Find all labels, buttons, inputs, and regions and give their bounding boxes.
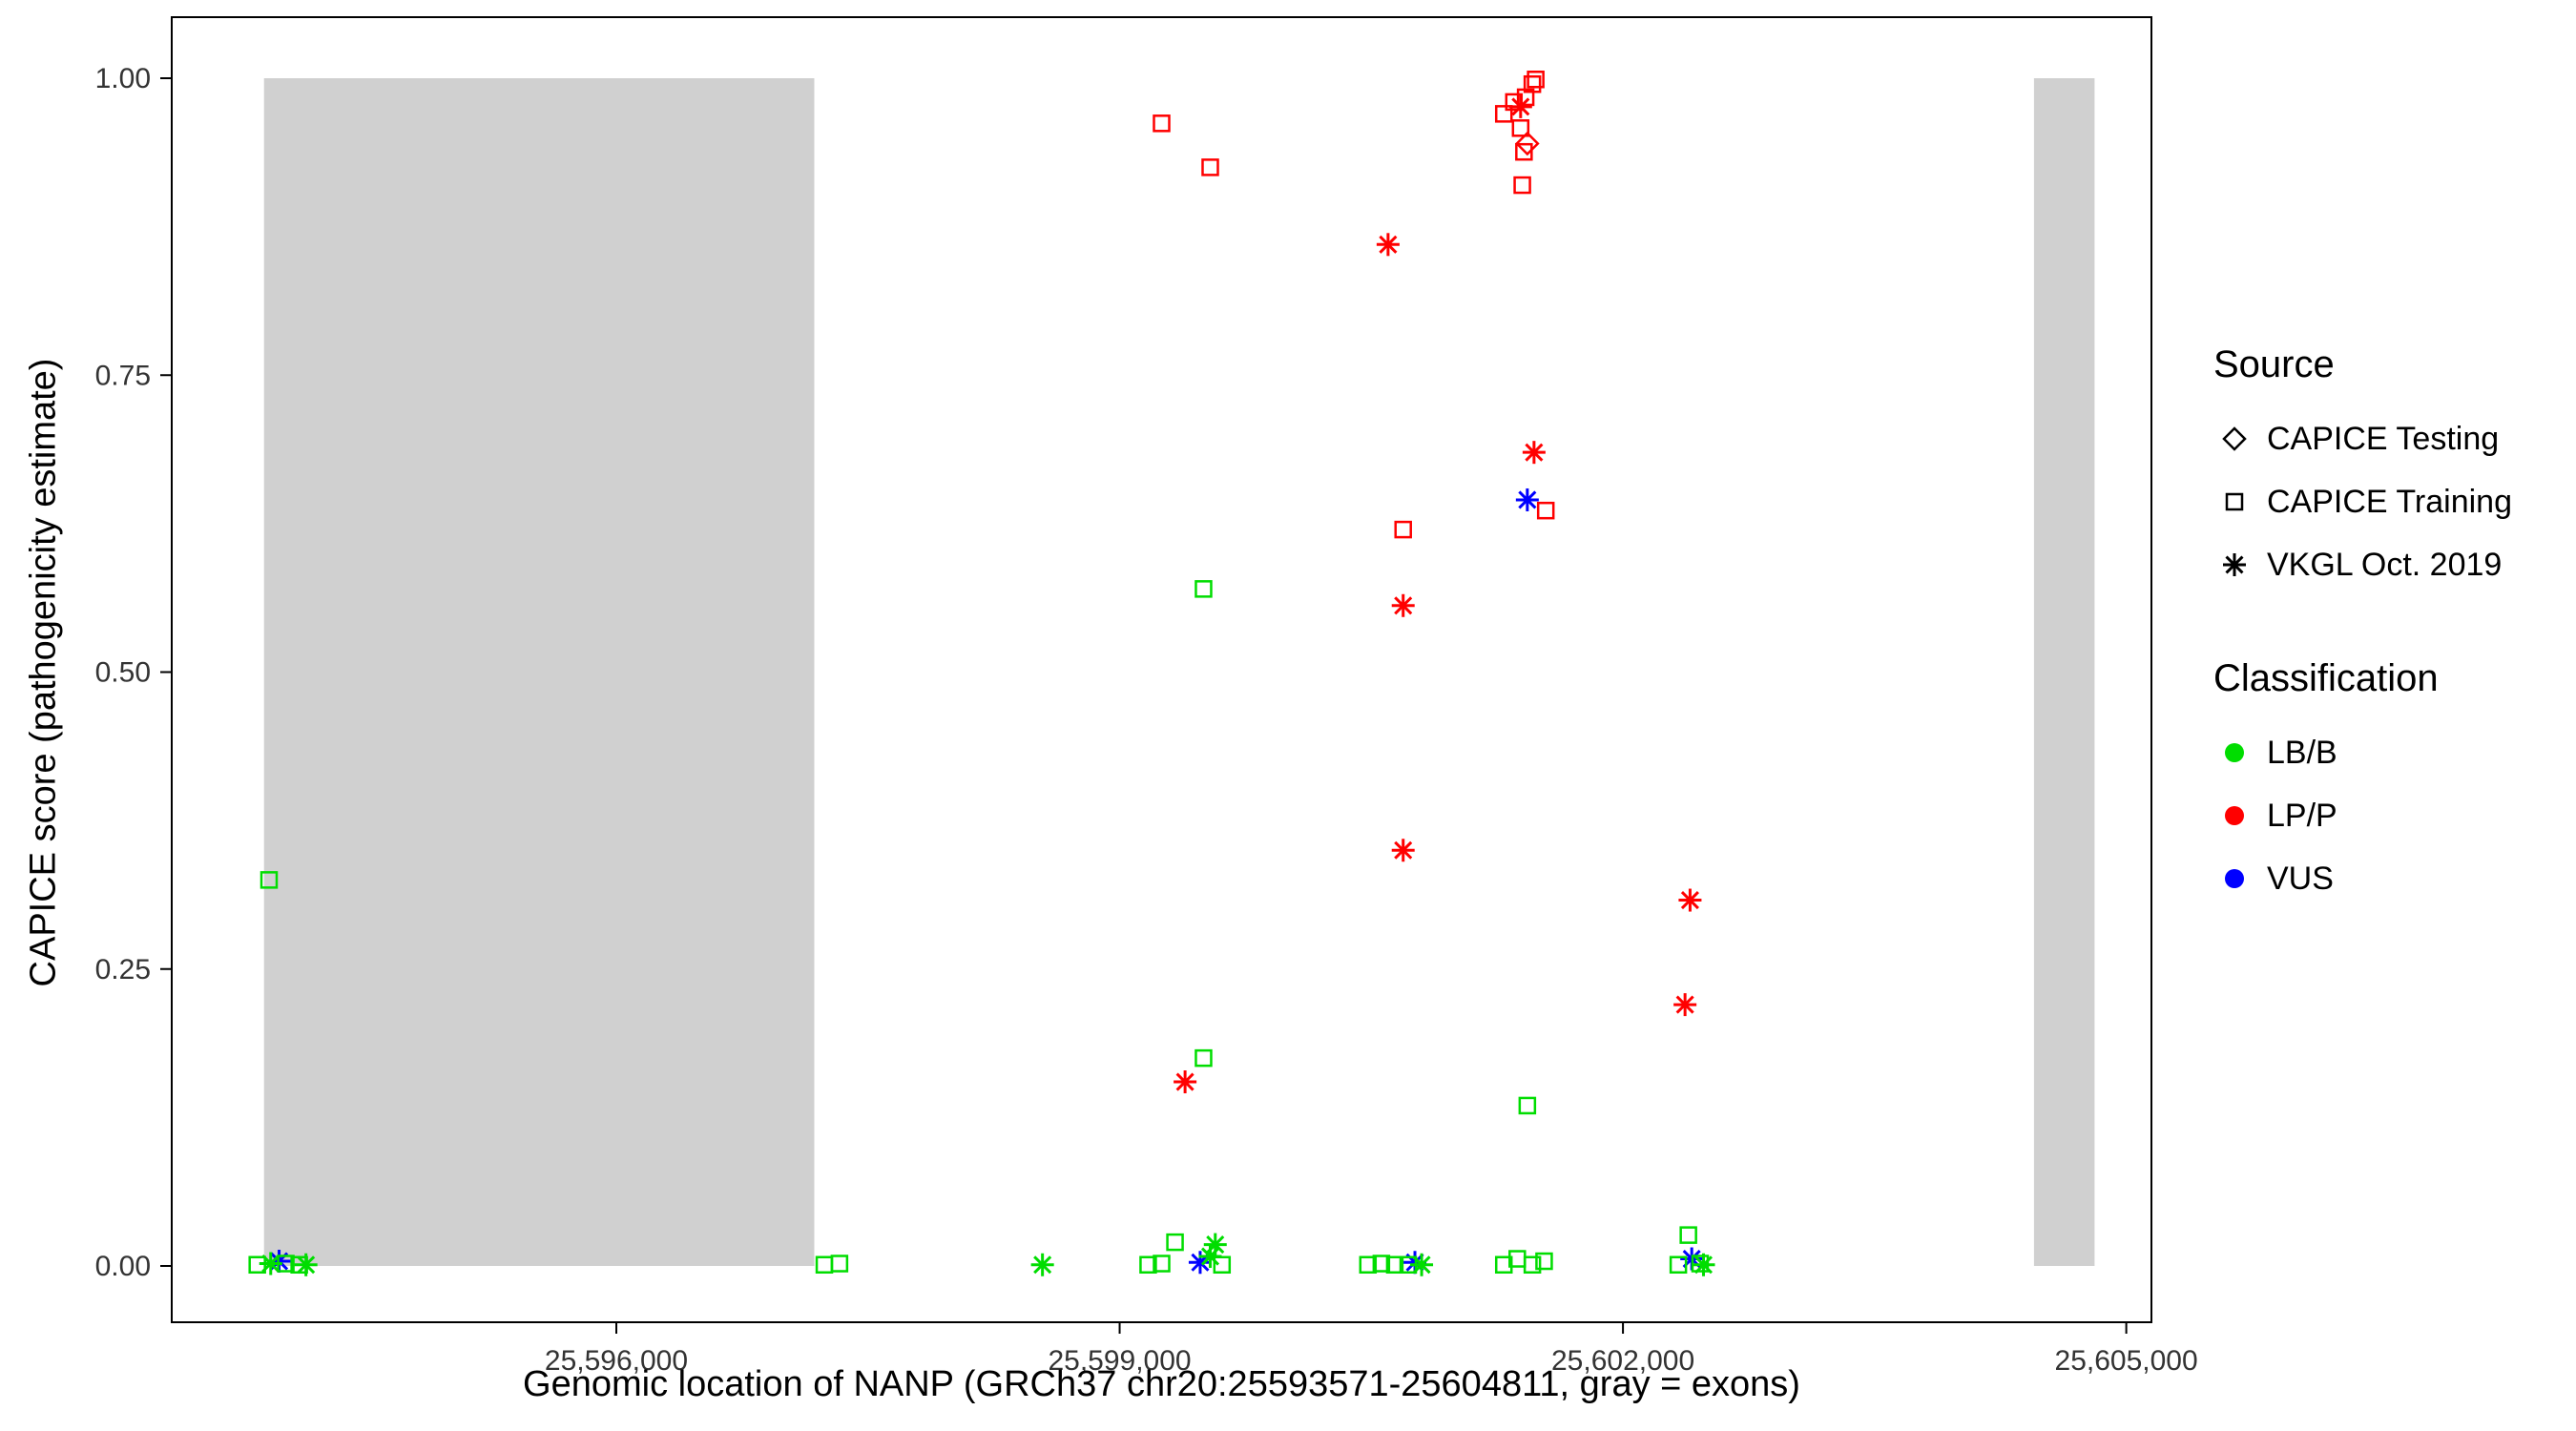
data-point: [1139, 1255, 1157, 1275]
legend-classification-group: Classification LB/B LP/P VUS: [2213, 657, 2512, 910]
data-point: [1174, 1070, 1197, 1094]
exon-region: [263, 78, 815, 1266]
data-point: [1669, 1255, 1688, 1275]
dot-icon: [2225, 743, 2244, 762]
dot-icon: [2225, 806, 2244, 825]
data-point: [1673, 993, 1697, 1017]
data-point: [1536, 501, 1555, 520]
x-tick-label: 25,602,000: [1551, 1345, 1694, 1377]
panel-border: [171, 16, 2152, 1323]
data-point: [815, 1255, 834, 1275]
y-tick-label: 0.25: [95, 954, 151, 985]
data-point: [1385, 1255, 1404, 1275]
legend-item-label: CAPICE Training: [2267, 483, 2512, 520]
data-point: [1494, 105, 1513, 123]
legend-item-label: LP/P: [2267, 797, 2337, 834]
dot-icon: [2225, 869, 2244, 888]
legend-item: LP/P: [2213, 784, 2512, 847]
legend-classification-title: Classification: [2213, 657, 2439, 699]
data-point: [1394, 520, 1412, 539]
y-axis-title: CAPICE score (pathogenicity estimate): [23, 358, 64, 987]
data-point: [1372, 1255, 1391, 1273]
legend-item: LB/B: [2213, 721, 2512, 784]
data-point: [1513, 176, 1531, 195]
square-icon: [2225, 492, 2244, 511]
legend-item-label: CAPICE Testing: [2267, 420, 2500, 457]
data-point: [1213, 1255, 1232, 1275]
data-point: [1376, 233, 1400, 257]
data-point: [1678, 888, 1702, 912]
legend-item-label: VUS: [2267, 860, 2334, 897]
y-tick-label: 0.50: [95, 657, 151, 689]
data-point: [1195, 580, 1213, 598]
data-point: [1515, 487, 1539, 511]
data-point: [260, 871, 279, 889]
data-point: [830, 1255, 849, 1273]
data-point: [1518, 1096, 1537, 1115]
y-tick-label: 0.75: [95, 360, 151, 391]
data-point: [1523, 74, 1542, 93]
data-point: [1515, 142, 1533, 161]
data-point: [1527, 70, 1545, 89]
data-point: [1522, 441, 1546, 465]
y-tick-label: 1.00: [95, 63, 151, 94]
data-point: [1153, 1255, 1171, 1273]
data-point: [1359, 1255, 1378, 1275]
data-point: [1523, 1255, 1542, 1275]
data-point: [1410, 1253, 1434, 1276]
data-point: [1030, 1253, 1054, 1276]
data-point: [1692, 1253, 1715, 1276]
asterisk-icon: [2223, 553, 2246, 576]
data-point: [1195, 1048, 1213, 1068]
data-point: [1535, 1252, 1553, 1271]
x-tick-label: 25,599,000: [1048, 1345, 1191, 1377]
x-tick-label: 25,596,000: [545, 1345, 688, 1377]
y-tick-label: 0.00: [95, 1251, 151, 1282]
legend-item-label: VKGL Oct. 2019: [2267, 546, 2503, 583]
legend-item: CAPICE Testing: [2213, 407, 2512, 470]
data-point: [1203, 1233, 1227, 1256]
legend-classification-items: LB/B LP/P VUS: [2213, 721, 2512, 910]
x-tick-label: 25,605,000: [2055, 1345, 2198, 1377]
data-point: [1201, 158, 1219, 176]
data-point: [1679, 1226, 1697, 1244]
legend: Source CAPICE Testing CAPICE Training VKGL…: [2213, 343, 2512, 910]
data-point: [1391, 593, 1415, 617]
exon-region: [2033, 78, 2095, 1266]
data-point: [1391, 839, 1415, 862]
x-axis-title: Genomic location of NANP (GRCh37 chr20:2…: [523, 1364, 1800, 1404]
data-point: [1166, 1233, 1184, 1252]
data-point: [1515, 131, 1540, 156]
legend-item: VUS: [2213, 847, 2512, 910]
legend-source-title: Source: [2213, 343, 2335, 385]
data-point: [1153, 114, 1171, 133]
legend-source-group: Source CAPICE Testing CAPICE Training VKGL…: [2213, 343, 2512, 596]
data-point: [1511, 119, 1530, 137]
legend-item-label: LB/B: [2267, 734, 2337, 771]
legend-item: CAPICE Training: [2213, 470, 2512, 533]
data-point: [259, 1252, 282, 1275]
diamond-icon: [2222, 426, 2247, 451]
legend-source-items: CAPICE Testing CAPICE Training VKGL Oct. 2…: [2213, 407, 2512, 596]
data-point: [1494, 1255, 1513, 1275]
data-point: [1508, 94, 1532, 118]
legend-item: VKGL Oct. 2019: [2213, 533, 2512, 596]
data-point: [294, 1253, 318, 1276]
